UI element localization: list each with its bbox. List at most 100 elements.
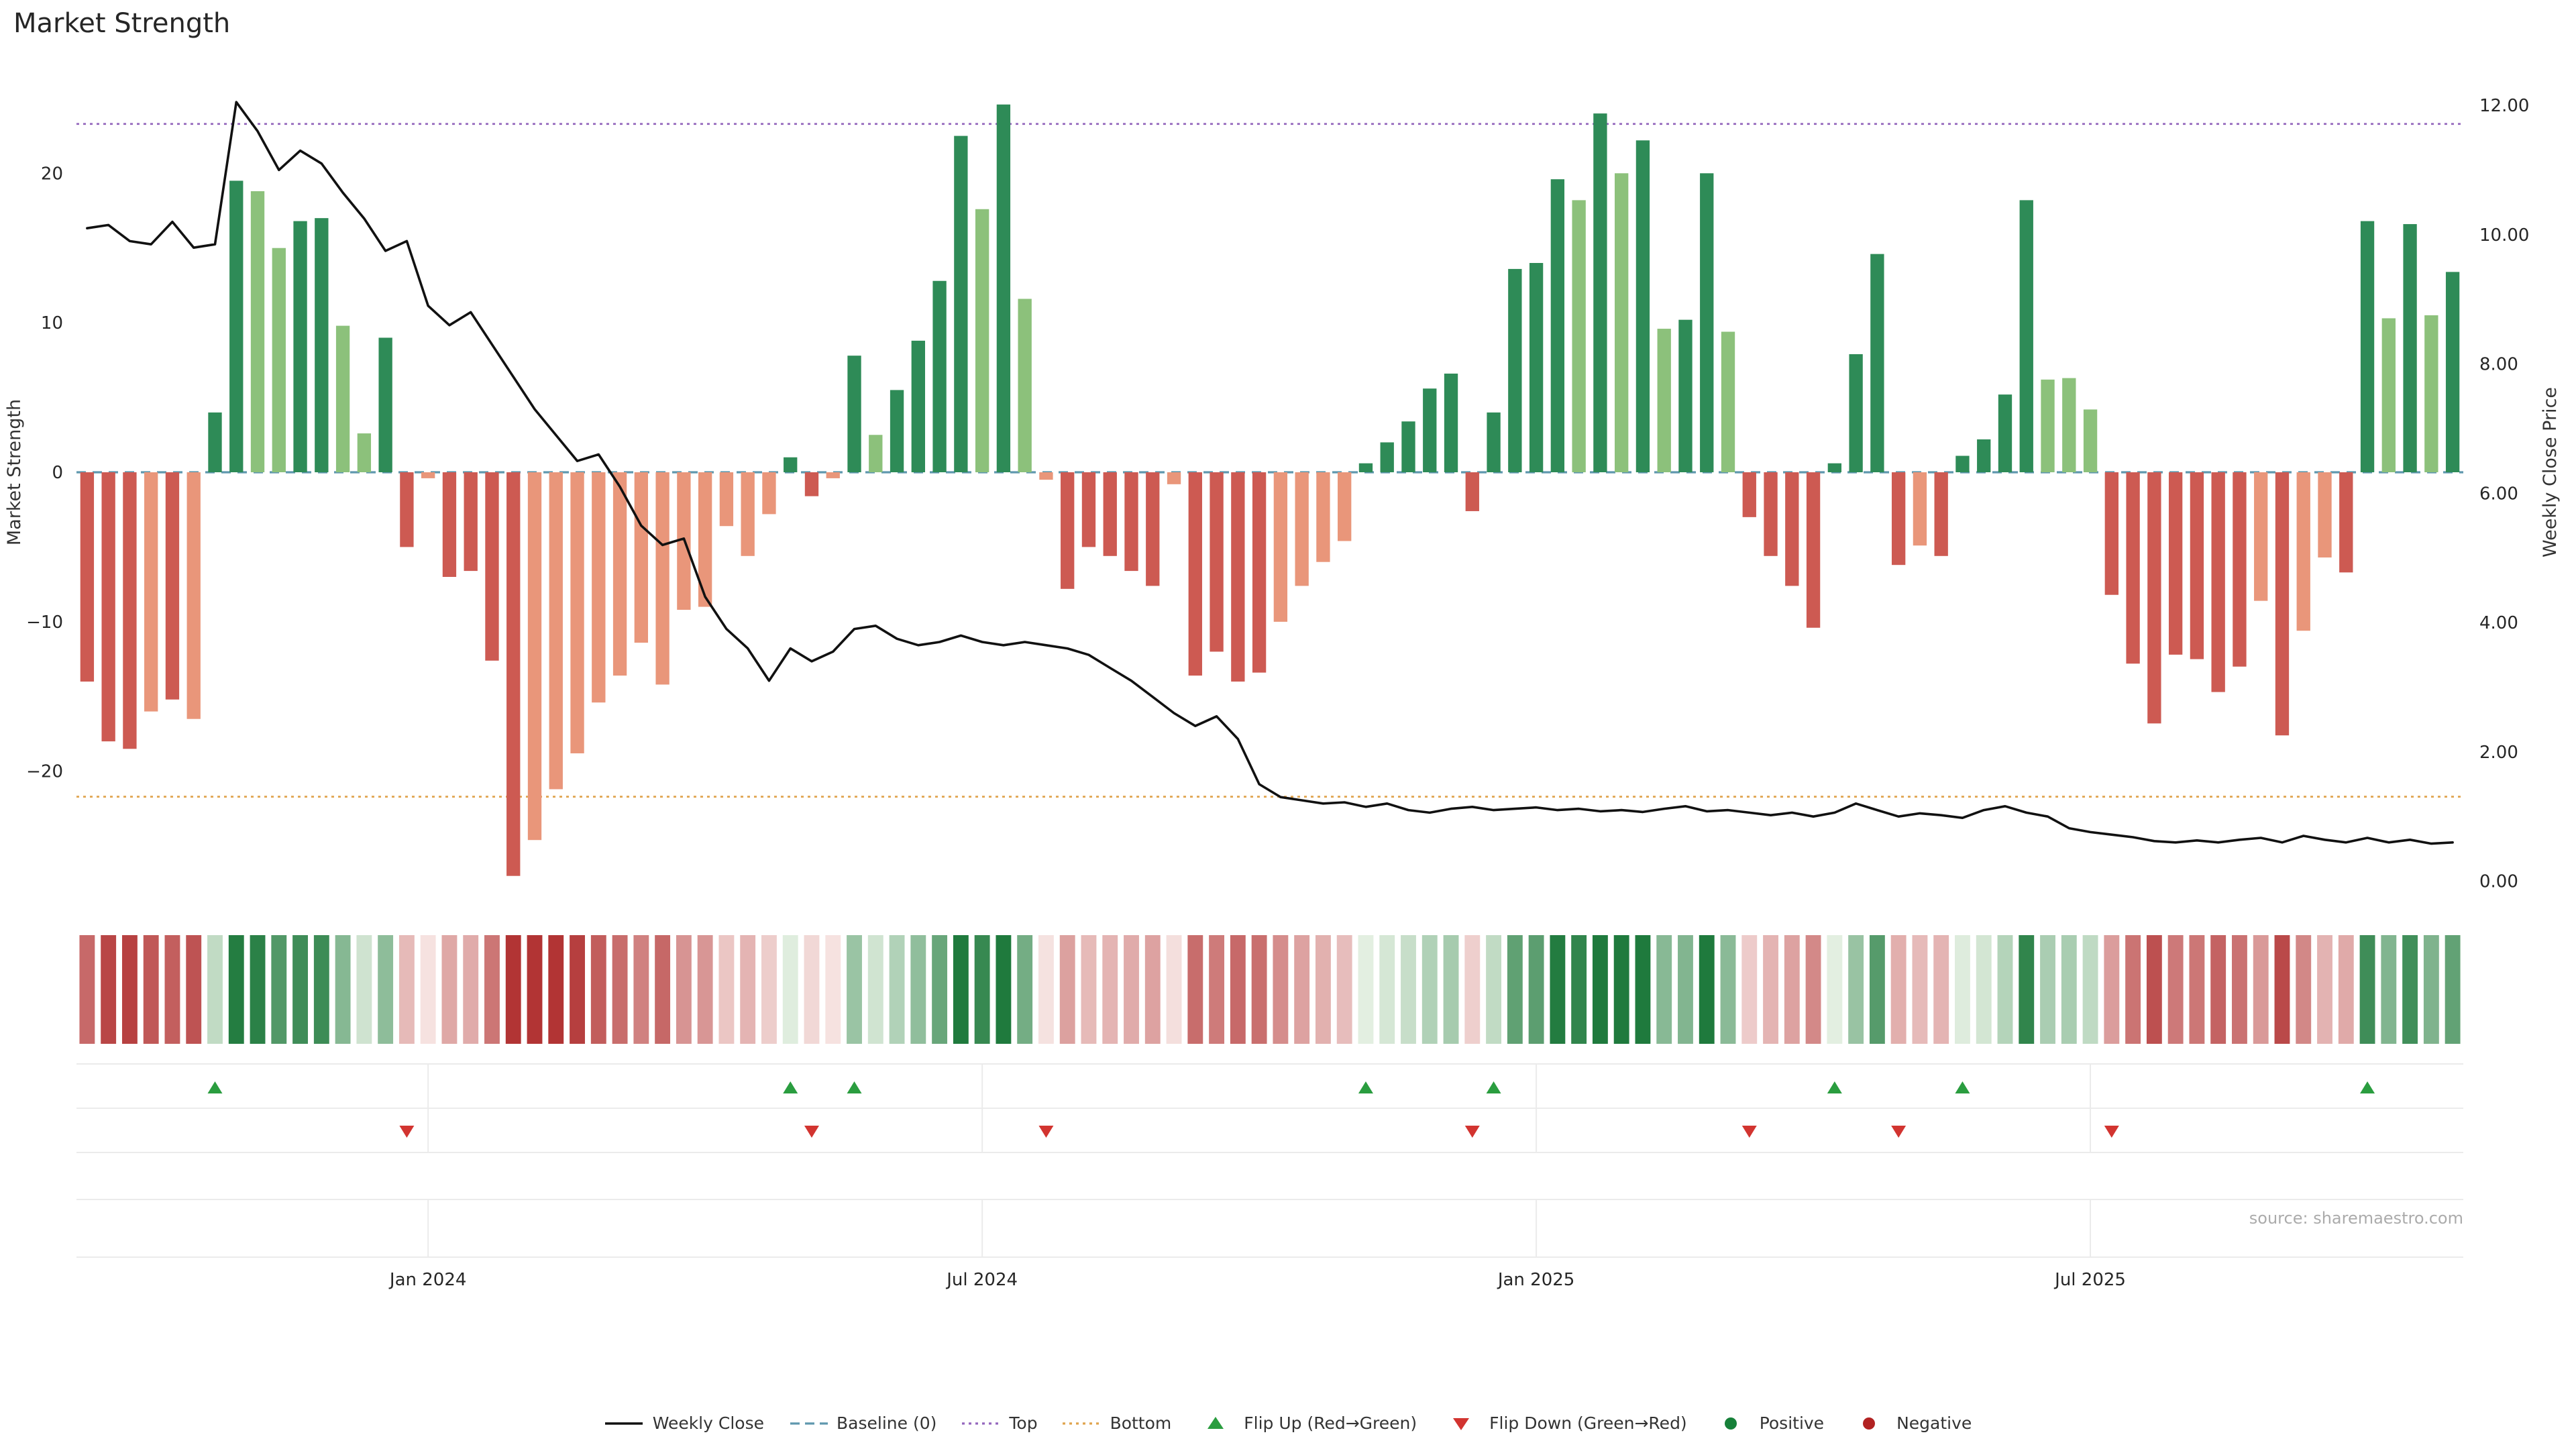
- strength-bars: [80, 104, 2460, 876]
- heatmap-cell: [1827, 935, 1843, 1044]
- strength-bar: [1593, 113, 1607, 473]
- right-ytick-label: 8.00: [2479, 355, 2518, 375]
- strength-bar: [2190, 472, 2204, 659]
- legend-label: Bottom: [1110, 1413, 1172, 1433]
- heatmap-cell: [1890, 935, 1907, 1044]
- source-attribution: source: sharemaestro.com: [2249, 1209, 2463, 1228]
- strength-bar: [1081, 472, 1096, 547]
- strength-bar: [1785, 472, 1799, 586]
- strength-bar: [1742, 472, 1756, 517]
- heatmap-cell: [1273, 935, 1289, 1044]
- strength-bar: [2360, 221, 2375, 472]
- strength-bar: [890, 390, 904, 472]
- heatmap-cell: [1166, 935, 1182, 1044]
- strength-bar: [1806, 472, 1821, 628]
- flip-up-marker: [1827, 1081, 1842, 1093]
- strength-bar: [2083, 409, 2098, 472]
- heatmap-cell: [1763, 935, 1778, 1044]
- legend-label: Positive: [1759, 1413, 1825, 1433]
- strength-bar: [1444, 373, 1458, 472]
- strength-bar: [250, 191, 265, 472]
- heatmap-cell: [1507, 935, 1523, 1044]
- strength-bar: [1700, 173, 1714, 472]
- strength-bar: [80, 472, 95, 682]
- strength-bar: [1934, 472, 1948, 556]
- legend-item-baseline-0: Baseline (0): [788, 1413, 936, 1433]
- heatmap-cell: [1038, 935, 1054, 1044]
- heatmap-cell: [1528, 935, 1544, 1044]
- strength-bar: [208, 412, 222, 472]
- heatmap-cell: [1358, 935, 1374, 1044]
- heatmap-cell: [2317, 935, 2332, 1044]
- strength-bar: [719, 472, 734, 527]
- strength-bar: [1124, 472, 1138, 572]
- strength-bar: [1061, 472, 1075, 589]
- heatmap-cell: [398, 935, 415, 1044]
- heatmap-cell: [633, 935, 649, 1044]
- strength-bar: [1167, 472, 1181, 484]
- left-ytick-label: −20: [26, 762, 63, 782]
- strength-bar: [1998, 394, 2012, 472]
- heatmap-cell: [974, 935, 990, 1044]
- heatmap-cell: [1379, 935, 1395, 1044]
- heatmap-cell: [2104, 935, 2120, 1044]
- heatmap-cell: [335, 935, 351, 1044]
- heatmap-cell: [2040, 935, 2055, 1044]
- flip-up-marker: [1955, 1081, 1970, 1093]
- strength-bar: [1401, 421, 1415, 472]
- strength-bar: [1955, 455, 1970, 472]
- strength-bar: [2424, 315, 2438, 472]
- strength-bar: [527, 472, 542, 841]
- heatmap-cell: [1592, 935, 1608, 1044]
- legend-item-negative: Negative: [1848, 1413, 1972, 1433]
- heatmap-cell: [825, 935, 841, 1044]
- heatmap-cell: [1869, 935, 1885, 1044]
- heatmap-cell: [2445, 935, 2461, 1044]
- strength-bar: [869, 435, 883, 472]
- heatmap-cell: [1550, 935, 1566, 1044]
- heatmap-cell: [1401, 935, 1416, 1044]
- flip-up-marker: [1358, 1081, 1373, 1093]
- heatmap-cell: [1486, 935, 1501, 1044]
- strength-bar: [634, 472, 649, 643]
- heatmap-cell: [847, 935, 862, 1044]
- left-axis-title: Market Strength: [4, 399, 25, 545]
- right-axis-title: Weekly Close Price: [2540, 387, 2561, 557]
- chart-title: Market Strength: [13, 7, 231, 39]
- strength-bar: [1508, 268, 1522, 472]
- strength-bar: [229, 180, 244, 472]
- strength-bar: [975, 209, 989, 472]
- strength-bar: [2296, 472, 2310, 631]
- weekly-close-line: [86, 101, 2454, 845]
- right-ytick-label: 6.00: [2479, 484, 2518, 504]
- heatmap-cell: [101, 935, 117, 1044]
- strength-bar: [421, 472, 435, 478]
- heatmap-cell: [1336, 935, 1352, 1044]
- legend-item-weekly-close: Weekly Close: [604, 1413, 764, 1433]
- heatmap-cell: [1912, 935, 1928, 1044]
- legend-item-flip-up-red-green: Flip Up (Red→Green): [1195, 1413, 1417, 1433]
- heatmap-cell: [804, 935, 820, 1044]
- legend-label: Negative: [1896, 1413, 1972, 1433]
- heatmap-cell: [313, 935, 329, 1044]
- heatmap-cell: [1613, 935, 1629, 1044]
- heatmap-cell: [2253, 935, 2269, 1044]
- legend-label: Flip Up (Red→Green): [1244, 1413, 1417, 1433]
- legend-line-icon: [605, 1421, 643, 1424]
- strength-bar: [485, 472, 499, 661]
- strength-bar: [1465, 472, 1479, 511]
- strength-bar: [2147, 472, 2161, 724]
- strength-bar: [144, 472, 158, 712]
- heatmap-cell: [1571, 935, 1587, 1044]
- heatmap-cell: [2146, 935, 2162, 1044]
- flip-up-marker: [847, 1081, 862, 1093]
- heatmap-cell: [356, 935, 372, 1044]
- legend-label: Baseline (0): [837, 1413, 937, 1433]
- legend-triangle-down-icon: [1453, 1417, 1470, 1430]
- right-ytick-label: 0.00: [2479, 872, 2518, 892]
- heatmap-cell: [2210, 935, 2226, 1044]
- strength-bar: [549, 472, 563, 790]
- strength-bar: [1764, 472, 1778, 556]
- strength-bar: [1039, 472, 1053, 480]
